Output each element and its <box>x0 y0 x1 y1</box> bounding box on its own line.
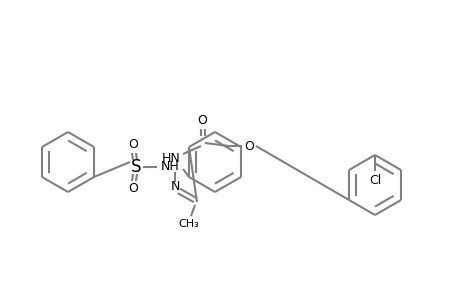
Text: NH: NH <box>160 160 179 173</box>
Text: N: N <box>170 181 179 194</box>
Text: O: O <box>196 115 207 128</box>
Text: O: O <box>244 140 253 152</box>
Text: HN: HN <box>161 152 180 166</box>
Text: S: S <box>130 158 141 176</box>
Text: Cl: Cl <box>368 173 381 187</box>
Text: O: O <box>128 182 138 196</box>
Text: CH₃: CH₃ <box>178 219 199 229</box>
Text: O: O <box>128 139 138 152</box>
